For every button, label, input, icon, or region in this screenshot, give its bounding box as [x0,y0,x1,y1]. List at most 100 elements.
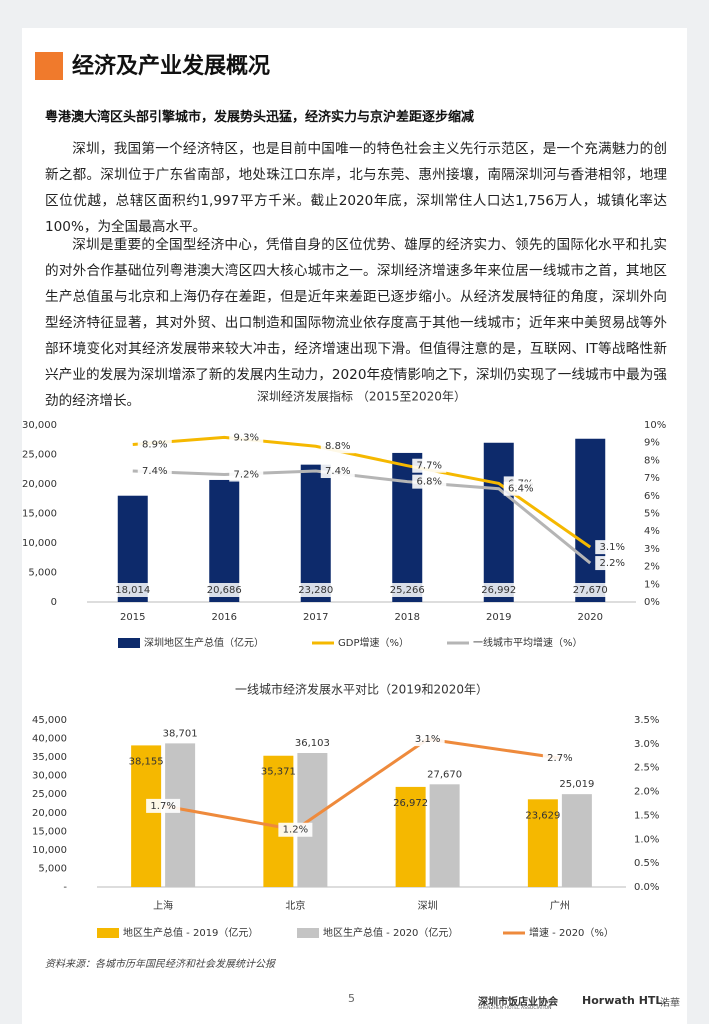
value-label: 2.7% [547,753,572,764]
label-box [476,583,521,597]
paragraph: 深圳是重要的全国型经济中心，凭借自身的区位优势、雄厚的经济实力、领先的国际化水平… [45,237,667,409]
y-tick-label: 10,000 [22,538,57,549]
bar [131,745,162,887]
y-tick-label: 20,000 [22,479,57,490]
legend-swatch [297,928,319,938]
y2-tick-label: 1.5% [634,810,659,821]
bar [575,438,606,602]
label-box [595,540,630,555]
value-label: 3.1% [415,734,440,745]
x-tick-label: 2020 [578,612,603,623]
bar [483,442,514,602]
y2-tick-label: 3% [644,544,660,555]
y-tick-label: 30,000 [32,771,67,782]
label-box [278,822,313,837]
value-label: 6.8% [417,477,442,488]
source-note: 资料来源：各城市历年国民经济和社会发展统计公报 [45,959,275,970]
y2-tick-label: 10% [644,420,666,431]
label-box [229,467,264,482]
line [132,469,592,565]
bar [165,743,196,887]
label-box [110,583,155,597]
value-label: 20,686 [207,585,242,596]
logo-text: SHENZHEN HOTEL ASSOCIATION [478,1006,552,1011]
x-tick-label: 上海 [153,899,173,912]
chart-title: 深圳经济发展指标 （2015至2020年） [257,389,466,404]
value-label: 27,670 [427,769,462,780]
subtitle: 粤港澳大湾区头部引擎城市，发展势头迅猛，经济实力与京沪差距逐步缩减 [45,110,475,125]
bar [395,786,426,887]
y2-tick-label: 8% [644,455,660,466]
label-box [320,439,355,454]
value-label: 26,972 [393,798,428,809]
legend-label: 深圳地区生产总值（亿元） [144,636,264,649]
value-label: 23,629 [525,810,560,821]
label-box [412,474,447,489]
y2-tick-label: 7% [644,473,660,484]
label-box [595,556,630,571]
x-tick-label: 2016 [212,612,237,623]
value-label: 6.4% [508,484,533,495]
y2-tick-label: 2% [644,562,660,573]
value-label: 27,670 [573,585,608,596]
value-label: 25,019 [559,779,594,790]
bar [263,755,294,887]
y-tick-label: 25,000 [22,450,57,461]
label-box [137,437,172,452]
y-tick-label: 5,000 [38,863,67,874]
value-label: 7.4% [142,466,167,477]
legend-label: 一线城市平均增速（%） [473,636,583,649]
bar [209,479,240,602]
value-label: 36,103 [295,738,330,749]
x-tick-label: 2015 [120,612,145,623]
y2-tick-label: 5% [644,509,660,520]
x-tick-label: 2017 [303,612,328,623]
value-label: 7.7% [417,461,442,472]
y-tick-label: 0 [51,597,57,608]
y2-tick-label: 0.0% [634,882,659,893]
label-box [412,458,447,473]
value-label: 1.2% [283,825,308,836]
bar [297,753,328,887]
value-label: 2.2% [600,558,625,569]
value-label: 8.8% [325,441,350,452]
y2-tick-label: 1% [644,579,660,590]
label-box [320,464,355,479]
bar [429,784,460,887]
paragraph: 深圳，我国第一个经济特区，也是目前中国唯一的特色社会主义先行示范区，是一个充满魅… [45,141,667,235]
x-tick-label: 北京 [285,899,305,912]
label-box [137,464,172,479]
value-label: 3.1% [600,542,625,553]
bar [561,794,592,887]
y2-tick-label: 0% [644,597,660,608]
value-label: 35,371 [261,767,296,778]
label-box [568,583,613,597]
y-tick-label: 35,000 [32,752,67,763]
y-tick-label: 30,000 [22,420,57,431]
bar [527,799,558,887]
label-box [385,583,430,597]
label-box [146,798,181,813]
x-tick-label: 广州 [550,900,570,912]
y-tick-label: 40,000 [32,734,67,745]
label-box [542,751,577,766]
value-label: 38,701 [163,728,198,739]
label-box [410,732,445,747]
y-tick-label: 10,000 [32,845,67,856]
y2-tick-label: 6% [644,491,660,502]
y-tick-label: 20,000 [32,808,67,819]
value-label: 9.3% [234,432,259,443]
value-label: 25,266 [390,585,425,596]
value-label: 23,280 [298,585,333,596]
label-box [503,481,538,496]
legend-label: 地区生产总值 - 2020（亿元） [323,926,458,939]
legend-swatch [97,928,119,938]
y-tick-label: 5,000 [28,568,57,579]
title-marker [35,52,63,80]
x-tick-label: 深圳 [418,900,438,912]
value-label: 7.4% [325,466,350,477]
line [162,737,561,832]
value-label: 18,014 [115,585,150,596]
